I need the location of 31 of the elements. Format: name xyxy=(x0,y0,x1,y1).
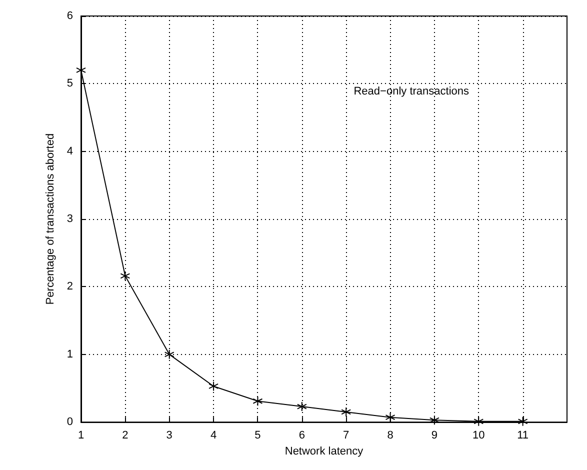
point xyxy=(518,416,528,426)
point xyxy=(341,406,352,417)
x-tick-label: 8 xyxy=(387,430,394,442)
y-tick-label: 4 xyxy=(66,145,73,158)
x-tick-label: 1 xyxy=(78,430,84,442)
point xyxy=(252,396,263,406)
x-tick-label: 9 xyxy=(431,430,438,442)
point xyxy=(120,270,130,281)
point xyxy=(429,415,440,426)
x-tick-label: 6 xyxy=(298,430,305,442)
x-tick-label: 5 xyxy=(254,430,261,442)
x-tick-label: 3 xyxy=(166,430,172,442)
x-tick-label: 7 xyxy=(343,430,350,442)
x-tick-label: 2 xyxy=(122,430,128,442)
x-axis-title: Network latency xyxy=(284,446,364,458)
point xyxy=(296,402,307,412)
point xyxy=(164,349,174,360)
y-tick-label: 2 xyxy=(66,280,73,293)
y-tick-label: 6 xyxy=(66,10,73,22)
y-tick-label: 0 xyxy=(66,416,73,428)
y-tick-label: 5 xyxy=(66,78,73,90)
x-tick-label: 11 xyxy=(517,430,529,442)
x-tick-label: 4 xyxy=(210,430,217,442)
y-tick-label: 3 xyxy=(66,213,73,226)
annotation: Read−only transactions xyxy=(354,86,470,98)
point xyxy=(385,412,396,422)
y-axis-title: Percentage of transactions aborted xyxy=(44,133,56,305)
y-tick-label: 1 xyxy=(66,348,73,360)
x-tick-label: 10 xyxy=(472,430,485,442)
point xyxy=(208,381,219,392)
point xyxy=(474,416,484,426)
